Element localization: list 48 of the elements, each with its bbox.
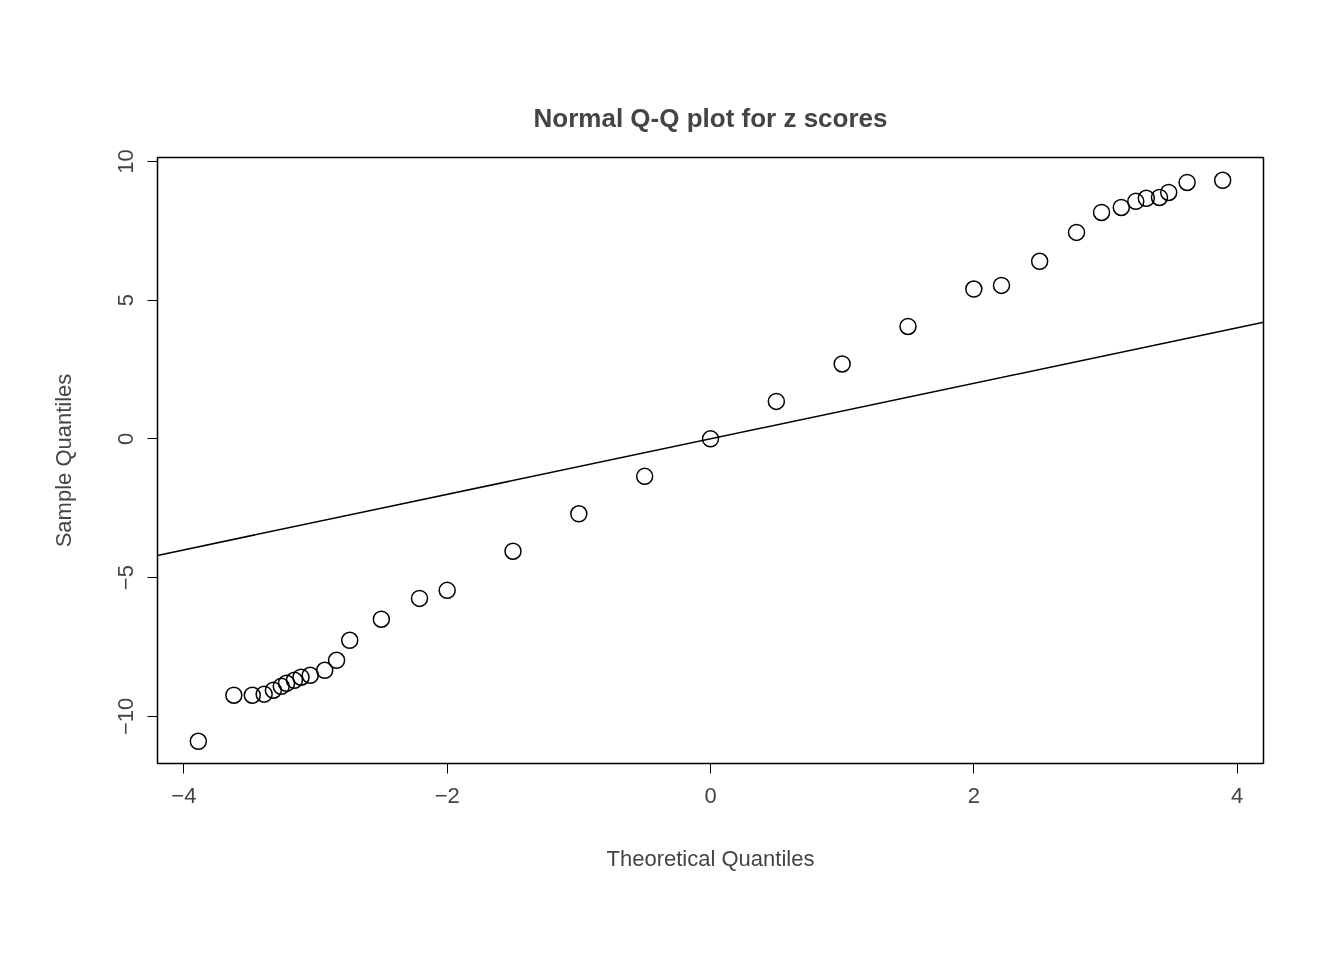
point — [1112, 198, 1131, 217]
point — [570, 505, 588, 523]
point — [264, 681, 283, 699]
point — [1092, 203, 1111, 222]
x-tick-label: −2 — [434, 782, 460, 808]
point — [1213, 171, 1232, 189]
x-tick-label: 4 — [1231, 782, 1244, 808]
point — [504, 542, 522, 560]
point — [1159, 183, 1178, 202]
y-tick-label: −5 — [113, 565, 139, 591]
point — [1067, 223, 1086, 242]
x-tick-label: −4 — [171, 782, 197, 808]
point — [327, 651, 346, 670]
point — [277, 674, 296, 693]
point — [965, 280, 983, 298]
point — [189, 732, 208, 751]
y-tick-label: 10 — [113, 149, 139, 174]
point — [992, 276, 1011, 295]
y-axis-title: Sample Quantiles — [50, 373, 76, 548]
point — [1178, 173, 1196, 192]
point — [767, 392, 786, 411]
point — [292, 668, 310, 686]
y-tick-label: 0 — [113, 432, 139, 445]
y-tick-label: −10 — [113, 697, 139, 735]
point — [899, 317, 917, 336]
point — [285, 671, 304, 689]
x-tick-label: 0 — [704, 782, 717, 808]
point — [833, 355, 851, 373]
point — [1137, 189, 1156, 208]
point — [315, 661, 334, 679]
point — [1030, 252, 1049, 271]
point — [410, 589, 429, 608]
point — [225, 686, 243, 704]
point — [301, 666, 319, 684]
point — [438, 581, 456, 600]
point — [243, 686, 262, 704]
point — [635, 467, 654, 486]
point — [701, 430, 720, 448]
chart-title: Normal Q-Q plot for z scores — [533, 102, 888, 133]
point — [1150, 188, 1169, 207]
point — [372, 610, 391, 628]
x-tick-label: 2 — [967, 782, 980, 808]
point — [1127, 192, 1145, 211]
point — [272, 677, 291, 696]
point — [340, 631, 359, 650]
y-tick-label: 5 — [113, 293, 139, 307]
x-axis-title: Theoretical Quantiles — [606, 845, 815, 871]
point — [255, 685, 273, 703]
